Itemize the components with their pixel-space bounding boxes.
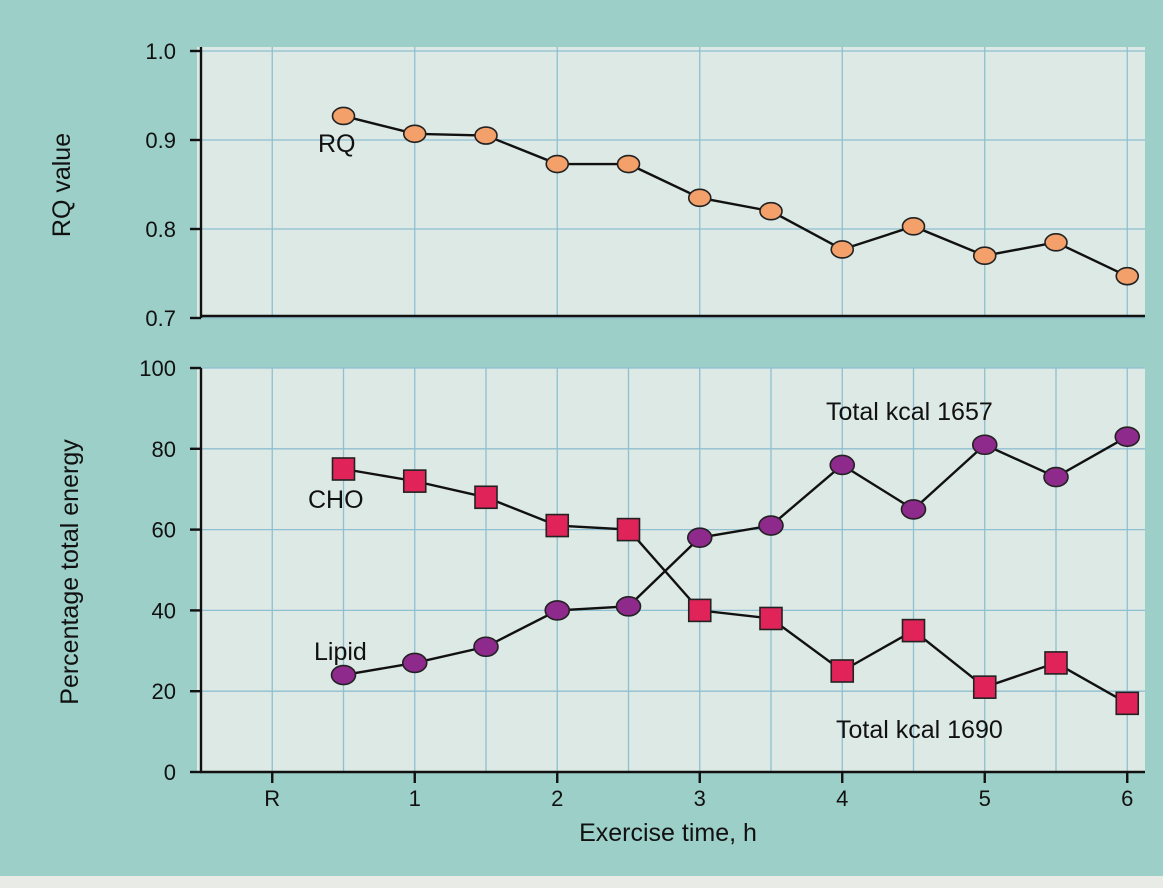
cho-point [402,469,427,493]
cho-point [331,457,356,481]
energy-axes [190,366,1145,783]
cho-annotation: CHO [308,486,364,514]
cho-point [474,485,498,510]
rq-plot-area [197,47,1145,317]
lipid-point [401,652,428,674]
energy-plot-area [197,368,1145,773]
energy-y-tick-label: 0 [164,760,176,785]
lipid-point [1114,426,1141,447]
cho-point [1044,651,1068,675]
cho-point [972,675,997,699]
rq-point [402,124,427,144]
rq-axes [190,47,1145,320]
rq-point [331,106,356,126]
cho-point [901,618,926,643]
cho-point [687,598,712,623]
energy-x-tick-label: R [264,786,280,811]
energy-y-tick-labels: 0 20 40 60 80 100 [139,356,176,785]
lipid-point [330,664,357,686]
energy-series [330,426,1141,716]
rq-point [616,154,641,174]
rq-y-axis-label: RQ value [48,133,76,237]
cho-point [545,513,570,538]
energy-y-tick-label: 100 [139,356,176,381]
lipid-point [1043,466,1069,488]
rq-series [331,106,1140,286]
rq-y-tick-label: 0.9 [145,128,176,153]
lipid-point [971,434,998,456]
lipid-point [686,527,713,548]
rq-point [687,188,712,208]
cho-point [1115,691,1140,716]
lipid-point [829,454,856,476]
lipid-point [473,636,499,658]
energy-y-tick-label: 40 [152,598,176,623]
energy-x-axis-label: Exercise time, h [579,819,757,847]
rq-point [972,246,997,265]
energy-x-tick-label: 6 [1121,786,1133,811]
rq-point [830,240,855,259]
energy-y-tick-label: 60 [152,518,176,543]
rq-point [759,201,783,221]
energy-x-tick-label: 3 [694,786,706,811]
rq-point [545,154,570,174]
total-kcal-1657-annotation: Total kcal 1657 [826,398,993,426]
lipid-point [900,499,927,520]
rq-point [474,126,498,145]
rq-y-tick-label: 1.0 [145,39,176,64]
rq-y-tick-label: 0.8 [145,217,176,242]
total-kcal-1690-annotation: Total kcal 1690 [836,716,1003,744]
cho-point [616,517,641,542]
rq-y-tick-labels: 0.7 0.8 0.9 1.0 [145,39,176,331]
lipid-point [544,600,571,621]
rq-point [1115,266,1140,286]
rq-grid [201,47,1145,319]
energy-x-tick-labels: R 1 2 3 4 5 6 [264,786,1133,811]
energy-x-tick-label: 5 [979,786,991,811]
rq-line [343,114,1128,278]
rq-y-tick-label: 0.7 [145,306,176,331]
energy-x-tick-label: 2 [551,786,563,811]
lipid-point [615,596,642,617]
cho-point [830,659,855,683]
energy-y-tick-label: 80 [152,437,176,462]
cho-point [759,606,783,631]
lipid-point [758,515,784,536]
cho-line [343,467,1128,705]
lipid-annotation: Lipid [314,638,367,666]
energy-y-axis-label: Percentage total energy [56,439,84,705]
energy-x-tick-label: 1 [409,786,421,811]
rq-annotation: RQ [318,130,356,158]
rq-point [1044,233,1068,252]
energy-y-tick-label: 20 [152,679,176,704]
rq-point [901,217,926,236]
energy-x-tick-label: 4 [836,786,848,811]
bottom-border-strip [0,876,1163,888]
